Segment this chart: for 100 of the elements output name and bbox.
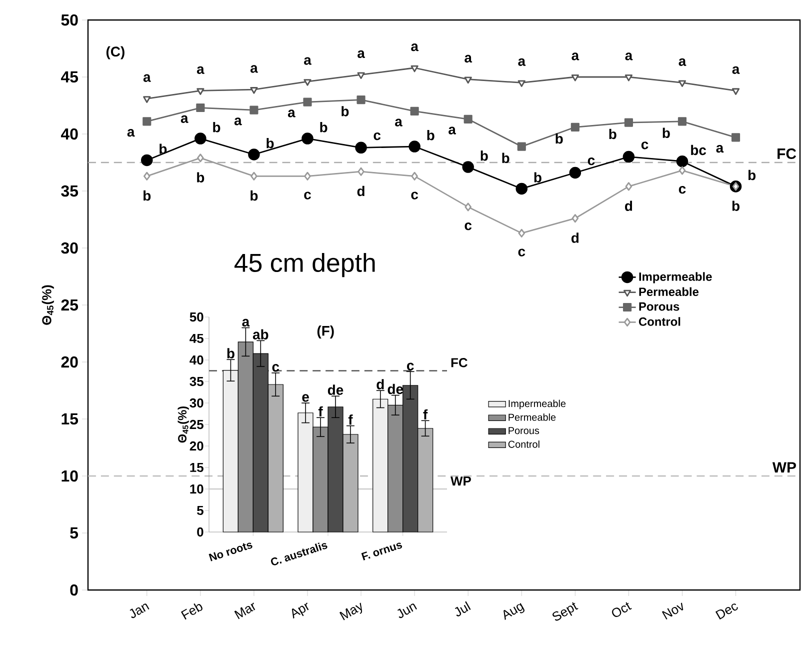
point	[622, 150, 635, 163]
point	[518, 228, 526, 238]
annotation: a	[304, 57, 312, 65]
point	[570, 122, 580, 132]
annotation: de	[328, 384, 344, 395]
annotation: b	[748, 170, 756, 180]
annotation: b	[662, 128, 670, 138]
y-tick-label: 30	[61, 242, 78, 254]
point	[462, 161, 474, 173]
annotation: d	[357, 186, 364, 196]
point	[250, 172, 258, 180]
annotation: a	[732, 66, 740, 74]
annotation: c	[272, 364, 280, 372]
x-tick-label: F. ornus	[361, 542, 402, 560]
annotation: a	[716, 144, 724, 153]
point	[303, 98, 312, 106]
annotation: f	[318, 406, 323, 416]
x-tick-label: Sept	[552, 602, 578, 621]
x-tick-label: No roots	[208, 542, 252, 562]
annotation: d	[571, 232, 579, 243]
point	[196, 103, 205, 112]
point	[518, 80, 526, 87]
x-tick-label: Jun	[397, 604, 417, 618]
annotation: bc	[691, 144, 706, 156]
y-tick-label: 40	[60, 128, 78, 140]
point	[355, 142, 367, 154]
annotation: a	[395, 118, 402, 126]
x-tick-label: Feb	[180, 603, 202, 620]
annotation: b	[197, 172, 204, 182]
annotation: b	[534, 172, 542, 182]
point	[250, 106, 258, 114]
y-tick-label: 0	[197, 527, 204, 537]
point	[304, 79, 312, 86]
annotation: a	[464, 54, 472, 63]
annotation: b	[732, 200, 740, 211]
y-tick-label: 50	[61, 14, 78, 26]
annotation: b	[250, 190, 258, 201]
point	[464, 202, 472, 212]
y-tick-label: 5	[70, 527, 78, 539]
annotation: 45 cm depth	[234, 253, 375, 278]
annotation: (C)	[106, 46, 124, 60]
annotation: (F)	[317, 326, 334, 339]
y-tick-label: 15	[62, 413, 78, 425]
point	[411, 172, 418, 180]
annotation: c	[588, 158, 595, 166]
legend-label: Control	[638, 317, 680, 326]
annotation: b	[320, 122, 328, 132]
y-tick-label: 20	[61, 356, 78, 368]
annotation: b	[213, 122, 220, 132]
point	[302, 132, 314, 144]
y-tick-label: 20	[190, 441, 204, 451]
y-tick-label: 40	[190, 355, 204, 365]
x-tick-label: Jul	[454, 601, 471, 616]
point	[410, 65, 418, 72]
point	[464, 76, 472, 84]
annotation: e	[302, 394, 309, 402]
point	[732, 88, 740, 95]
legend-label: Permeable	[508, 413, 556, 421]
point	[143, 96, 151, 103]
y-tick-label: 5	[197, 506, 204, 516]
y-tick-label: 35	[61, 185, 78, 197]
point	[571, 74, 579, 82]
annotation: a	[411, 44, 419, 52]
y-tick-label: 0	[70, 584, 78, 596]
point	[516, 182, 528, 195]
point	[197, 154, 204, 162]
annotation: a	[180, 115, 188, 123]
point	[356, 96, 366, 104]
point	[625, 182, 632, 191]
annotation: a	[678, 58, 686, 66]
x-tick-label: Oct	[612, 602, 632, 618]
point	[569, 166, 582, 179]
y-tick-label: 25	[190, 420, 204, 430]
annotation: c	[374, 132, 381, 140]
ref-line-label: WP	[450, 476, 471, 486]
annotation: ab	[252, 329, 268, 340]
y-tick-label: 50	[190, 312, 204, 322]
annotation: c	[411, 192, 418, 200]
annotation: a	[196, 66, 204, 74]
y-tick-label: 10	[62, 470, 78, 482]
annotation: b	[502, 152, 510, 164]
point	[358, 167, 364, 176]
ref-line-label: FC	[778, 148, 796, 159]
y-tick-label: 15	[190, 462, 204, 472]
annotation: b	[427, 130, 434, 140]
annotation: a	[242, 318, 250, 327]
point	[624, 74, 633, 82]
annotation: a	[572, 52, 580, 60]
annotation: f	[348, 414, 353, 425]
y-axis-title: Θ$_{45}$(%)	[42, 285, 54, 325]
point	[141, 154, 153, 166]
point	[410, 106, 419, 116]
annotation: b	[266, 138, 274, 148]
x-tick-label: Mar	[234, 602, 256, 620]
x-tick-label: Nov	[662, 602, 684, 620]
annotation: b	[342, 106, 349, 116]
point	[304, 172, 311, 180]
point	[357, 72, 365, 79]
point	[196, 88, 204, 95]
legend-label: Porous	[639, 302, 680, 311]
